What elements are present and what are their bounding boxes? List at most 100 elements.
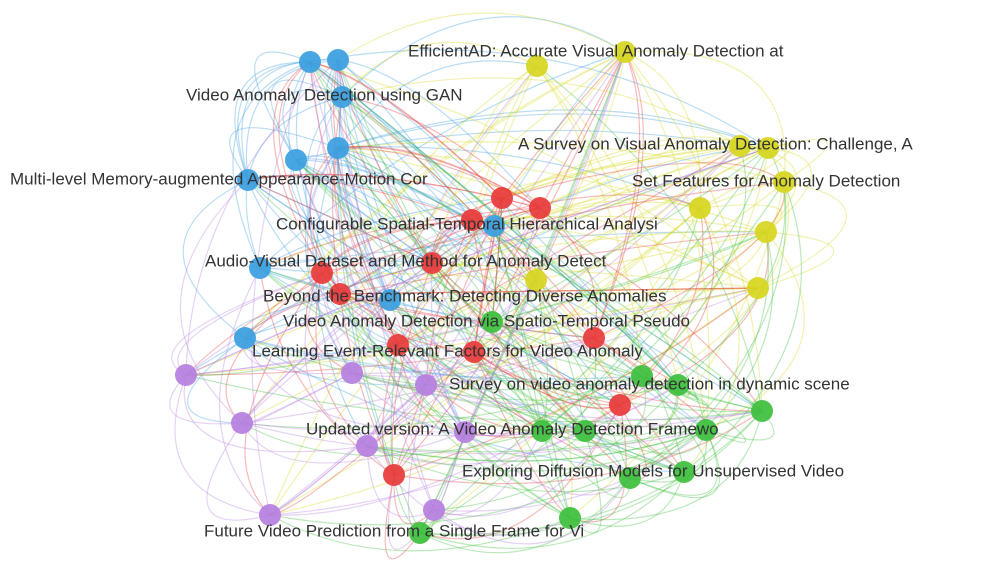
- edge: [321, 272, 427, 386]
- edge: [244, 337, 679, 387]
- node[interactable]: [526, 55, 548, 77]
- node[interactable]: [329, 283, 351, 305]
- node[interactable]: [667, 374, 689, 396]
- node[interactable]: [327, 137, 349, 159]
- edge: [185, 147, 769, 376]
- edge: [269, 287, 759, 516]
- edge: [431, 262, 631, 479]
- edge: [247, 179, 621, 406]
- node[interactable]: [619, 467, 641, 489]
- edge: [397, 279, 537, 346]
- node[interactable]: [481, 311, 503, 333]
- edge: [278, 61, 341, 295]
- edge: [471, 65, 538, 221]
- node[interactable]: [231, 412, 253, 434]
- edge: [629, 231, 774, 479]
- node[interactable]: [327, 49, 349, 71]
- node[interactable]: [525, 269, 547, 291]
- edge: [767, 138, 828, 183]
- node-label[interactable]: Learning Event-Relevant Factors for Vide…: [252, 341, 643, 360]
- edge: [185, 287, 759, 376]
- edge: [393, 279, 537, 476]
- edge: [341, 96, 495, 227]
- edge: [244, 337, 707, 431]
- node[interactable]: [259, 504, 281, 526]
- node[interactable]: [757, 137, 779, 159]
- node[interactable]: [531, 420, 553, 442]
- node[interactable]: [311, 262, 333, 284]
- node-label[interactable]: A Survey on Visual Anomaly Detection: Ch…: [518, 134, 913, 153]
- node[interactable]: [421, 252, 443, 274]
- node[interactable]: [299, 51, 321, 73]
- edge: [337, 147, 541, 209]
- edge: [339, 293, 685, 473]
- node[interactable]: [609, 394, 631, 416]
- edge: [225, 272, 323, 424]
- node-label[interactable]: Exploring Diffusion Models for Unsupervi…: [462, 461, 844, 480]
- edge: [366, 429, 707, 462]
- node-label[interactable]: Set Features for Anomaly Detection: [632, 171, 900, 190]
- node[interactable]: [574, 420, 596, 442]
- node-label[interactable]: Future Video Prediction from a Single Fr…: [204, 521, 584, 540]
- node[interactable]: [483, 215, 505, 237]
- edge: [569, 471, 685, 527]
- node[interactable]: [747, 277, 769, 299]
- node-label[interactable]: EfficientAD: Accurate Visual Anomaly Det…: [408, 41, 784, 60]
- node[interactable]: [583, 327, 605, 349]
- node[interactable]: [454, 421, 476, 443]
- node[interactable]: [379, 289, 401, 311]
- node[interactable]: [423, 499, 445, 521]
- node[interactable]: [237, 169, 259, 191]
- node-label[interactable]: Video Anomaly Detection via Spatio-Tempo…: [283, 311, 690, 330]
- node[interactable]: [341, 362, 363, 384]
- edge: [473, 351, 621, 406]
- node[interactable]: [491, 187, 513, 209]
- node[interactable]: [234, 327, 256, 349]
- node[interactable]: [755, 221, 777, 243]
- node-label[interactable]: Video Anomaly Detection using GAN: [186, 85, 463, 104]
- node-label[interactable]: Configurable Spatial-Temporal Hierarchic…: [276, 214, 658, 233]
- node[interactable]: [729, 135, 751, 157]
- edge: [493, 225, 595, 339]
- edge: [185, 219, 473, 376]
- edge: [341, 96, 537, 281]
- node[interactable]: [689, 197, 711, 219]
- node-label[interactable]: Audio-Visual Dataset and Method for Anom…: [205, 251, 607, 270]
- edge: [491, 197, 503, 323]
- node[interactable]: [695, 419, 717, 441]
- node-label[interactable]: Multi-level Memory-augmented Appearance-…: [10, 169, 428, 188]
- edge: [244, 337, 427, 386]
- edge: [309, 61, 586, 432]
- edge: [539, 207, 685, 473]
- node-label[interactable]: Survey on video anomaly detection in dyn…: [449, 374, 850, 393]
- edge: [309, 61, 435, 511]
- node[interactable]: [631, 365, 653, 387]
- node[interactable]: [461, 209, 483, 231]
- edge: [337, 113, 769, 149]
- node[interactable]: [387, 334, 409, 356]
- node[interactable]: [614, 41, 636, 63]
- node[interactable]: [285, 149, 307, 171]
- node[interactable]: [773, 171, 795, 193]
- edge: [337, 12, 626, 61]
- edge: [185, 147, 769, 376]
- edge: [337, 147, 767, 233]
- node[interactable]: [673, 461, 695, 483]
- node[interactable]: [383, 464, 405, 486]
- node[interactable]: [751, 400, 773, 422]
- edge: [493, 201, 701, 227]
- edge: [366, 51, 626, 447]
- node[interactable]: [409, 522, 431, 544]
- node[interactable]: [356, 435, 378, 457]
- node[interactable]: [559, 507, 581, 529]
- node[interactable]: [249, 257, 271, 279]
- node[interactable]: [463, 341, 485, 363]
- node-label[interactable]: Updated version: A Video Anomaly Detecti…: [306, 419, 719, 438]
- edge: [339, 293, 475, 353]
- edge: [705, 231, 805, 431]
- node[interactable]: [175, 364, 197, 386]
- node[interactable]: [529, 197, 551, 219]
- node-label[interactable]: Beyond the Benchmark: Detecting Diverse …: [263, 286, 666, 305]
- node[interactable]: [331, 86, 353, 108]
- node[interactable]: [415, 374, 437, 396]
